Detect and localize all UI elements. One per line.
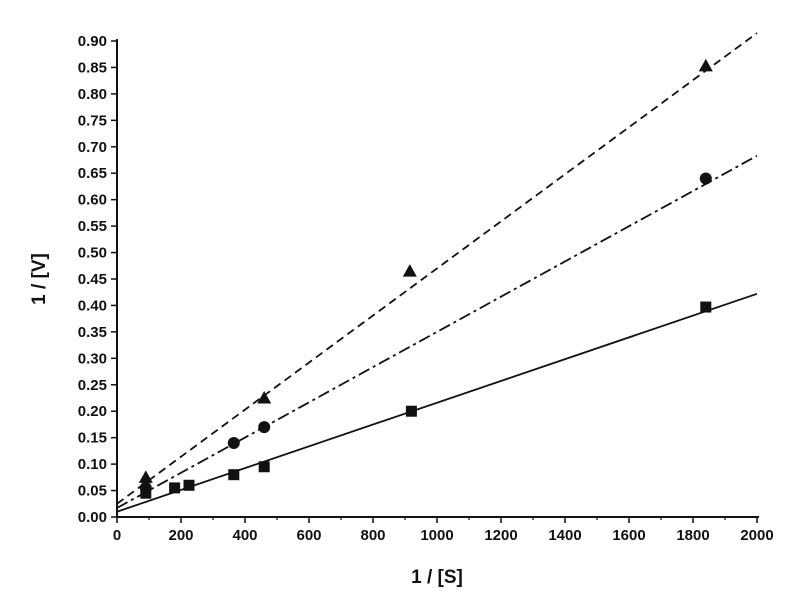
- y-tick-label: 0.65: [78, 165, 107, 182]
- x-tick-label: 400: [232, 527, 257, 544]
- square-marker: [183, 479, 195, 491]
- circle-marker: [139, 481, 152, 494]
- square-marker: [228, 469, 240, 481]
- data-markers: [138, 58, 713, 499]
- fit-line-triangle: [116, 32, 758, 505]
- plot-frame: [116, 39, 759, 518]
- y-tick-label: 0.25: [78, 377, 107, 394]
- y-tick-label: 0.75: [78, 112, 107, 129]
- triangle-marker: [138, 470, 153, 483]
- y-tick-label: 0.00: [78, 509, 107, 526]
- y-tick-label: 0.30: [78, 350, 107, 367]
- x-tick-label: 600: [296, 527, 321, 544]
- square-marker: [258, 461, 270, 473]
- x-axis-title: 1 / [S]: [411, 567, 463, 588]
- y-tick-label: 0.60: [78, 192, 107, 209]
- circle-marker: [258, 421, 271, 434]
- x-tick-label: 800: [360, 527, 385, 544]
- y-tick-label: 0.45: [78, 271, 107, 288]
- square-marker: [405, 405, 417, 417]
- y-tick-label: 0.10: [78, 456, 107, 473]
- x-tick-label: 1600: [612, 527, 645, 544]
- y-tick-label: 0.40: [78, 297, 107, 314]
- fit-line-square: [116, 292, 758, 513]
- triangle-marker: [698, 58, 713, 72]
- y-tick-label: 0.05: [78, 483, 107, 500]
- x-tick-label: 1200: [484, 527, 517, 544]
- x-axis-ticks: 0 200 400 600 800 1000 1200 1400 1600 1800 2000: [113, 517, 774, 544]
- y-tick-label: 0.55: [78, 218, 107, 235]
- x-tick-label: 0: [113, 527, 121, 544]
- circle-marker: [699, 172, 712, 185]
- y-tick-label: 0.50: [78, 245, 107, 262]
- y-tick-label: 0.90: [78, 33, 107, 50]
- square-marker: [700, 301, 712, 313]
- circle-marker: [227, 436, 240, 449]
- y-axis-ticks: 0.00 0.05 0.10 0.15 0.20 0.25 0.30 0.35 0.40 0.45…: [78, 33, 117, 526]
- y-tick-label: 0.15: [78, 430, 107, 447]
- y-tick-label: 0.80: [78, 86, 107, 103]
- triangle-marker: [402, 264, 417, 277]
- y-tick-label: 0.20: [78, 403, 107, 420]
- y-tick-label: 0.35: [78, 324, 107, 341]
- x-tick-label: 1000: [420, 527, 453, 544]
- fit-line-circle: [116, 154, 758, 509]
- x-tick-label: 1400: [548, 527, 581, 544]
- x-tick-label: 1800: [676, 527, 709, 544]
- fit-lines: [116, 32, 758, 513]
- y-axis-title: 1 / [V]: [29, 253, 50, 305]
- x-tick-label: 200: [168, 527, 193, 544]
- y-tick-label: 0.70: [78, 139, 107, 156]
- x-tick-label: 2000: [740, 527, 773, 544]
- y-tick-label: 0.85: [78, 59, 107, 76]
- square-marker: [169, 482, 181, 494]
- triangle-marker: [257, 391, 272, 404]
